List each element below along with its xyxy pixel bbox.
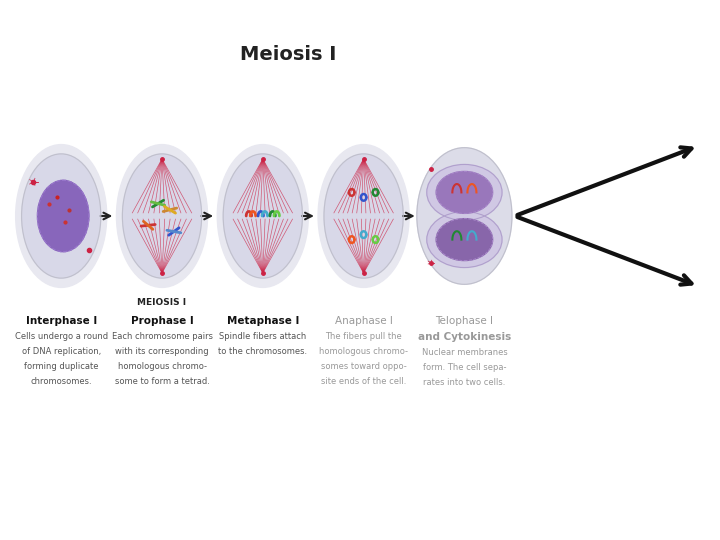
Ellipse shape	[436, 219, 492, 261]
Text: Each chromosome pairs: Each chromosome pairs	[112, 332, 212, 341]
Text: to the chromosomes.: to the chromosomes.	[218, 347, 307, 356]
Text: Nuclear membranes: Nuclear membranes	[421, 348, 508, 357]
Text: with its corresponding: with its corresponding	[115, 347, 209, 356]
Text: Spindle fibers attach: Spindle fibers attach	[219, 332, 307, 341]
Text: Cells undergo a round: Cells undergo a round	[14, 332, 108, 341]
Text: site ends of the cell.: site ends of the cell.	[321, 377, 406, 386]
Text: somes toward oppo-: somes toward oppo-	[320, 362, 407, 371]
Text: Prophase I: Prophase I	[130, 316, 194, 326]
Text: Anaphase I: Anaphase I	[335, 316, 392, 326]
Text: of DNA replication,: of DNA replication,	[22, 347, 101, 356]
Text: rates into two cells.: rates into two cells.	[423, 378, 505, 387]
Ellipse shape	[427, 165, 502, 220]
Ellipse shape	[318, 145, 409, 287]
Ellipse shape	[37, 180, 89, 252]
Text: some to form a tetrad.: some to form a tetrad.	[114, 377, 210, 386]
Ellipse shape	[417, 147, 512, 284]
Ellipse shape	[122, 154, 202, 278]
Ellipse shape	[22, 154, 101, 278]
Text: Telophase I: Telophase I	[436, 316, 493, 326]
Ellipse shape	[217, 145, 308, 287]
Ellipse shape	[117, 145, 207, 287]
Ellipse shape	[436, 171, 492, 213]
Ellipse shape	[427, 212, 502, 267]
Text: MEIOSIS I: MEIOSIS I	[138, 298, 186, 307]
Text: forming duplicate: forming duplicate	[24, 362, 99, 371]
Text: and Cytokinesis: and Cytokinesis	[418, 332, 511, 342]
Text: homologous chromo-: homologous chromo-	[319, 347, 408, 356]
Text: homologous chromo-: homologous chromo-	[117, 362, 207, 371]
Text: Interphase I: Interphase I	[26, 316, 96, 326]
Text: Meiosis I: Meiosis I	[240, 44, 336, 64]
Text: form. The cell sepa-: form. The cell sepa-	[423, 363, 506, 372]
Ellipse shape	[223, 154, 302, 278]
Ellipse shape	[16, 145, 107, 287]
Text: The fibers pull the: The fibers pull the	[325, 332, 402, 341]
Text: Metaphase I: Metaphase I	[227, 316, 299, 326]
Ellipse shape	[324, 154, 403, 278]
Text: chromosomes.: chromosomes.	[30, 377, 92, 386]
